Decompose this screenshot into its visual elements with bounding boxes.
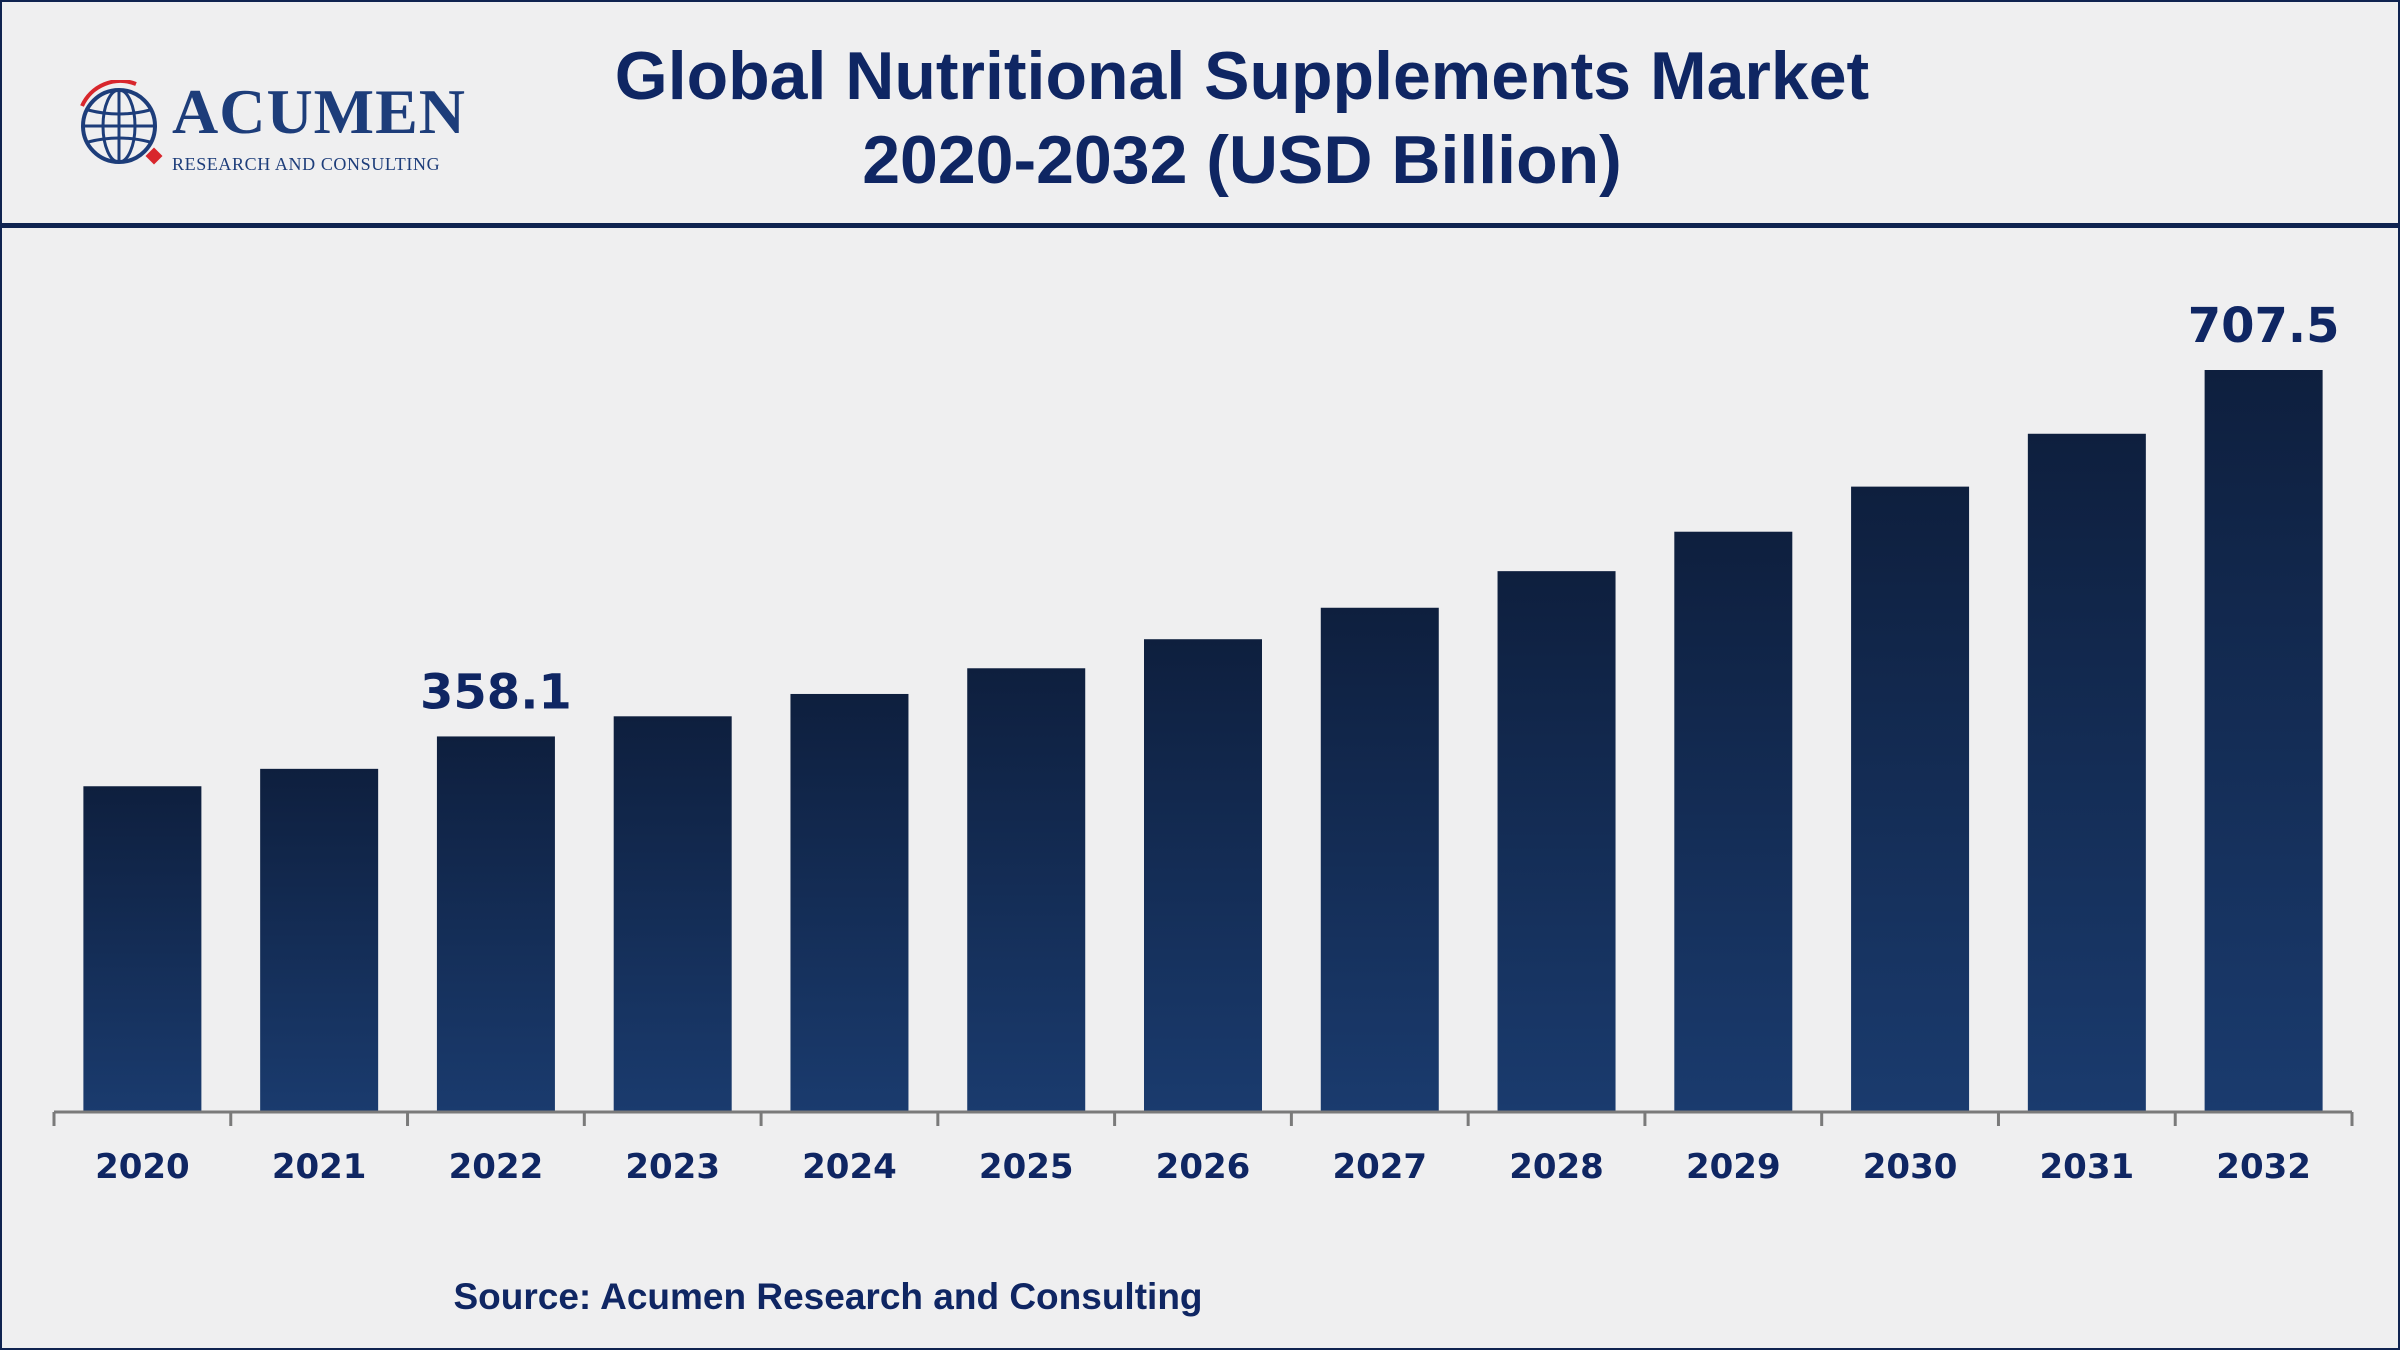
- chart-title: Global Nutritional Supplements Market 20…: [432, 34, 2052, 202]
- x-tick-label-2029: 2029: [1686, 1147, 1781, 1187]
- bar-2029: [1674, 531, 1793, 1112]
- bar-2025: [967, 668, 1086, 1112]
- x-tick-label-2032: 2032: [2216, 1147, 2311, 1187]
- x-tick-label-2021: 2021: [272, 1147, 367, 1187]
- x-tick-label-2025: 2025: [979, 1147, 1074, 1187]
- source-note: Source: Acumen Research and Consulting: [453, 1276, 1203, 1317]
- bar-2032: [2204, 370, 2323, 1112]
- bar-2023: [613, 716, 732, 1112]
- bar-2021: [260, 768, 379, 1112]
- x-tick-label-2031: 2031: [2040, 1147, 2135, 1187]
- bar-2024: [790, 693, 909, 1112]
- x-tick-label-2028: 2028: [1509, 1147, 1604, 1187]
- x-tick-label-2026: 2026: [1156, 1147, 1251, 1187]
- acumen-logo: ACUMEN RESEARCH AND CONSULTING: [76, 76, 476, 176]
- bar-2030: [1851, 486, 1970, 1113]
- title-line-1: Global Nutritional Supplements Market: [614, 38, 1870, 114]
- globe-icon: [80, 80, 163, 165]
- x-tick-label-2030: 2030: [1863, 1147, 1958, 1187]
- x-tick-label-2024: 2024: [802, 1147, 897, 1187]
- bar-2026: [1144, 639, 1262, 1112]
- logo-tagline: RESEARCH AND CONSULTING: [172, 154, 441, 174]
- header-divider: [2, 223, 2398, 228]
- x-tick-label-2027: 2027: [1332, 1147, 1427, 1187]
- logo-name: ACUMEN: [172, 76, 466, 147]
- bar-2027: [1320, 607, 1439, 1112]
- title-line-2: 2020-2032 (USD Billion): [862, 122, 1622, 198]
- data-label-2022: 358.1: [420, 664, 572, 720]
- bar-2020: [83, 786, 202, 1112]
- x-tick-label-2022: 2022: [449, 1147, 544, 1187]
- bar-2031: [2027, 433, 2146, 1113]
- bar-2028: [1497, 571, 1616, 1112]
- bar-2022: [436, 736, 555, 1112]
- x-tick-label-2023: 2023: [625, 1147, 720, 1187]
- x-tick-label-2020: 2020: [95, 1147, 190, 1187]
- data-label-2032: 707.5: [2188, 298, 2340, 354]
- header: ACUMEN RESEARCH AND CONSULTING Global Nu…: [2, 2, 2398, 224]
